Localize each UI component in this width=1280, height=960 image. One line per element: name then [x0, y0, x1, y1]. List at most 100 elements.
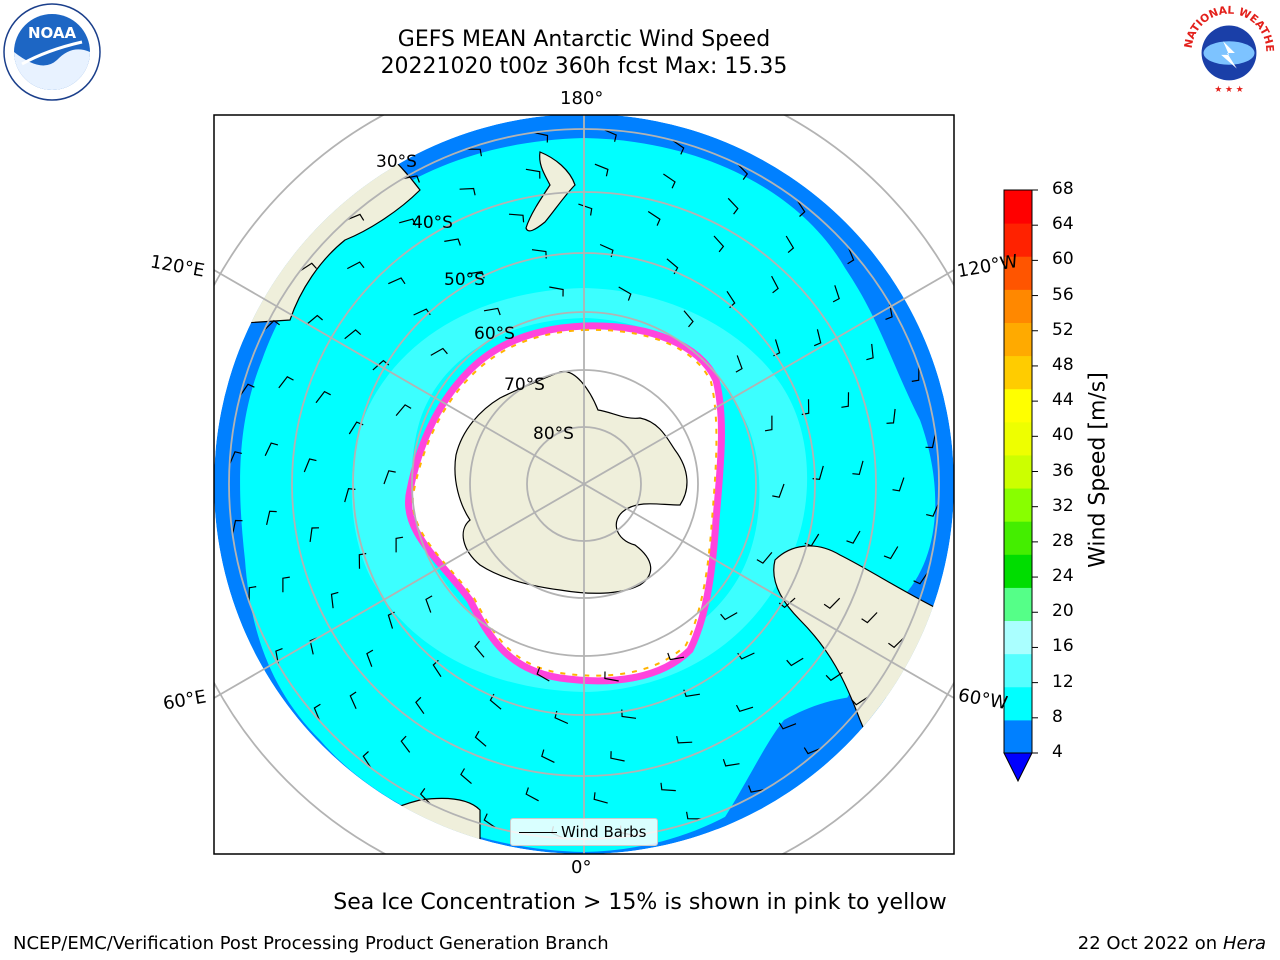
- wind-barb: [525, 168, 541, 179]
- colorbar-tick-label: 40: [1052, 425, 1074, 446]
- colorbar-segment: [1004, 256, 1032, 290]
- wind-barb: [388, 277, 406, 285]
- wind-barb: [349, 691, 357, 709]
- wind-barb: [618, 286, 632, 301]
- wind-barb: [832, 285, 840, 303]
- colorbar-segment: [1004, 454, 1032, 489]
- colorbar-segment: [1004, 421, 1032, 456]
- wind-barb: [466, 148, 482, 157]
- wind-barb: [756, 552, 773, 564]
- wind-barb: [727, 197, 739, 215]
- wind-barb: [925, 433, 936, 449]
- wind-barb: [474, 730, 487, 747]
- colorbar-tick-label: 20: [1052, 601, 1074, 622]
- wind-barb: [676, 735, 693, 744]
- wind-barb: [415, 696, 425, 715]
- colorbar-segment: [1004, 223, 1032, 257]
- map-legend: Wind Barbs: [510, 818, 658, 846]
- lat-label-70s: 70°S: [504, 375, 545, 395]
- colorbar-segment: [1004, 289, 1032, 323]
- wind-barb: [713, 235, 725, 253]
- colorbar-segment: [1004, 620, 1032, 655]
- wind-barb: [825, 672, 843, 682]
- colorbar-tick-label: 28: [1052, 530, 1074, 551]
- wind-barb: [764, 415, 773, 432]
- wind-barb: [425, 595, 433, 613]
- wind-barb: [771, 275, 779, 294]
- wind-barb: [778, 722, 797, 730]
- wind-barb: [508, 213, 525, 223]
- meridian-60e-120w: [214, 269, 954, 699]
- wind-barb: [536, 667, 550, 682]
- colorbar-tick-label: 32: [1052, 495, 1074, 516]
- lat-label-80s: 80°S: [533, 424, 574, 444]
- sea-ice-note: Sea Ice Concentration > 15% is shown in …: [333, 890, 947, 915]
- colorbar-under-arrow: [1003, 752, 1033, 783]
- noaa-logo-text: NOAA: [28, 24, 77, 42]
- footer-date-text: 22 Oct 2022 on: [1077, 933, 1223, 954]
- wind-barb: [549, 286, 564, 297]
- wind-barb: [395, 404, 412, 416]
- colorbar-tick-label: 4: [1052, 742, 1063, 762]
- lon-label-180: 180°: [560, 88, 604, 109]
- wind-barb: [686, 811, 702, 820]
- wind-barb: [306, 314, 323, 325]
- wind-barb: [813, 329, 822, 347]
- wind-barb: [911, 366, 920, 382]
- footer-branch: NCEP/EMC/Verification Post Processing Pr…: [13, 933, 609, 954]
- wind-barb: [541, 749, 555, 763]
- chart-title: GEFS MEAN Antarctic Wind Speed: [397, 27, 771, 52]
- wind-barb: [303, 458, 317, 473]
- wind-barb: [883, 546, 899, 560]
- wind-barb: [362, 751, 372, 769]
- wind-barb: [671, 139, 685, 155]
- wind-barb: [347, 261, 365, 270]
- wind-barb: [263, 319, 280, 331]
- wind-barb: [330, 591, 339, 609]
- wind-barb: [366, 649, 374, 667]
- wind-barb: [604, 671, 619, 682]
- wind-barb: [841, 392, 850, 408]
- lat-label-60s: 60°S: [474, 324, 515, 344]
- colorbar-segment: [1004, 322, 1032, 357]
- lon-label-0: 0°: [571, 857, 592, 878]
- wind-barb: [460, 768, 472, 785]
- colorbar-segment: [1004, 488, 1032, 522]
- wind-barb: [823, 597, 841, 609]
- wind-barb: [400, 735, 411, 753]
- colorbar-segment: [1004, 355, 1032, 390]
- colorbar-tick-label: 52: [1052, 319, 1074, 340]
- lat-label-50s: 50°S: [444, 270, 485, 290]
- wind-barb: [594, 163, 609, 177]
- colorbar-tick-label: 68: [1052, 179, 1074, 199]
- wind-barb: [785, 235, 795, 254]
- wind-barb: [483, 307, 501, 316]
- wind-barb: [483, 813, 497, 829]
- colorbar-tick-label: 36: [1052, 460, 1074, 481]
- wind-barb: [399, 218, 417, 226]
- sea-ice-edge: [405, 322, 725, 685]
- wind-barb: [419, 788, 431, 805]
- colorbar-tick-label: 8: [1052, 706, 1063, 727]
- wind-barb: [403, 175, 420, 183]
- wind-barb: [610, 751, 625, 762]
- wind-barb: [866, 343, 874, 361]
- wind-barb: [722, 759, 740, 767]
- antarctica-landmass: [454, 371, 688, 594]
- colorbar-tick-label: 44: [1052, 390, 1074, 411]
- wind-barb: [278, 376, 294, 389]
- wind-barb: [720, 612, 738, 621]
- wind-barb: [772, 483, 785, 498]
- wind-barb: [786, 657, 804, 667]
- wind-barb: [913, 571, 929, 585]
- nws-logo: NATIONAL WEATHER SERVICE ★ ★ ★: [1180, 2, 1276, 99]
- wind-barb: [886, 408, 896, 424]
- wind-barb: [248, 586, 257, 602]
- wind-barb: [299, 262, 317, 272]
- colorbar-segment: [1004, 554, 1032, 588]
- footer-date: 22 Oct 2022 on Hera: [1078, 933, 1266, 954]
- wind-barb: [926, 503, 940, 517]
- wind-barb: [578, 203, 593, 216]
- colorbar: [1003, 189, 1038, 783]
- footer-machine: Hera: [1222, 933, 1266, 954]
